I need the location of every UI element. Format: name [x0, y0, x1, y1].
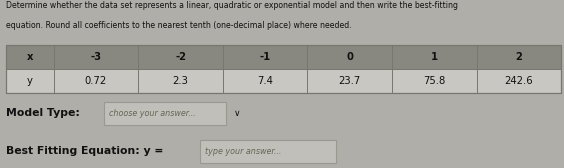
Bar [6, 45, 561, 93]
Text: -3: -3 [90, 52, 102, 62]
Text: choose your answer...: choose your answer... [109, 109, 196, 118]
Text: 2.3: 2.3 [173, 76, 188, 86]
Text: 2: 2 [515, 52, 522, 62]
Text: 0.72: 0.72 [85, 76, 107, 86]
Text: equation. Round all coefficients to the nearest tenth (one-decimal place) where : equation. Round all coefficients to the … [6, 21, 351, 30]
Bar [6, 69, 561, 93]
Text: 7.4: 7.4 [257, 76, 273, 86]
Bar [6, 45, 561, 69]
Text: 23.7: 23.7 [338, 76, 361, 86]
Text: type your answer...: type your answer... [205, 147, 281, 156]
Text: 0: 0 [346, 52, 353, 62]
Text: -1: -1 [259, 52, 271, 62]
Text: ∨: ∨ [234, 109, 241, 118]
Text: 242.6: 242.6 [505, 76, 533, 86]
Text: Best Fitting Equation: y =: Best Fitting Equation: y = [6, 146, 163, 156]
Text: 75.8: 75.8 [423, 76, 446, 86]
Text: -2: -2 [175, 52, 186, 62]
Text: Determine whether the data set represents a linear, quadratic or exponential mod: Determine whether the data set represent… [6, 1, 457, 10]
Text: Model Type:: Model Type: [6, 108, 80, 118]
Bar [200, 140, 336, 163]
Text: y: y [27, 76, 33, 86]
Text: 1: 1 [431, 52, 438, 62]
Text: x: x [27, 52, 33, 62]
Bar [104, 102, 226, 125]
